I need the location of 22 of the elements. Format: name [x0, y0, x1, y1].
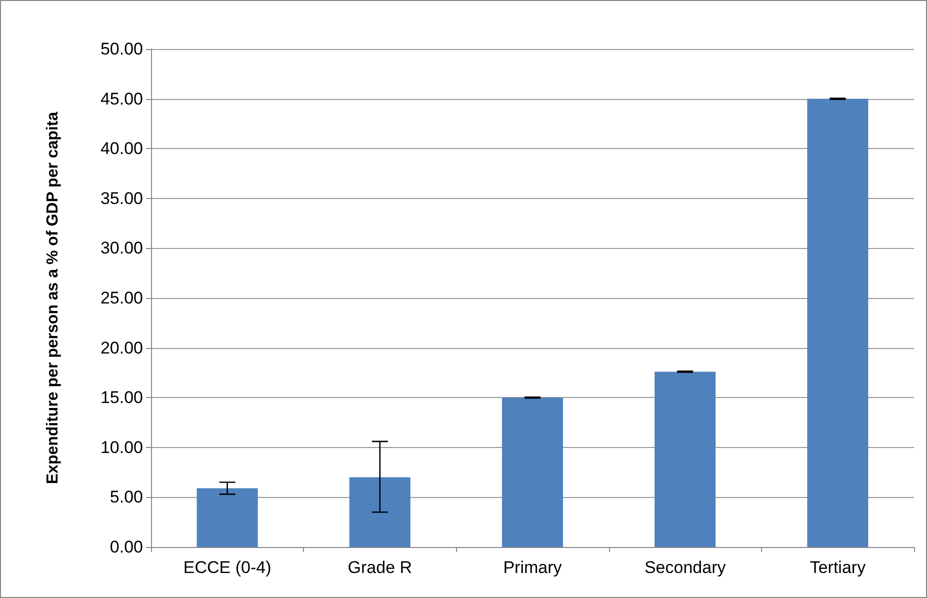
- y-tick-label: 40.00: [100, 139, 143, 158]
- y-tick-label: 25.00: [100, 288, 143, 308]
- y-tick-label: 35.00: [100, 188, 143, 208]
- y-tick-label: 50.00: [100, 40, 143, 58]
- x-tick-label: Primary: [503, 558, 562, 577]
- y-tick-label: 45.00: [100, 89, 143, 108]
- y-tick-label: 15.00: [100, 388, 143, 408]
- y-tick-label: 20.00: [100, 338, 143, 358]
- y-tick-label: 5.00: [110, 488, 143, 507]
- x-tick-label: Tertiary: [810, 558, 866, 577]
- x-tick-label: Secondary: [644, 558, 726, 577]
- bar: [196, 488, 258, 547]
- y-tick-label: 30.00: [100, 238, 143, 258]
- bar: [502, 398, 564, 547]
- y-tick-label: 0.00: [110, 538, 143, 556]
- bar: [654, 372, 716, 547]
- y-tick-label: 10.00: [100, 438, 143, 457]
- y-axis-title: Expenditure per person as a % of GDP per capita: [44, 112, 62, 484]
- bar: [349, 477, 410, 547]
- x-tick-label: ECCE (0-4): [183, 558, 272, 577]
- x-tick-label: Grade R: [348, 558, 412, 577]
- bar: [807, 98, 868, 547]
